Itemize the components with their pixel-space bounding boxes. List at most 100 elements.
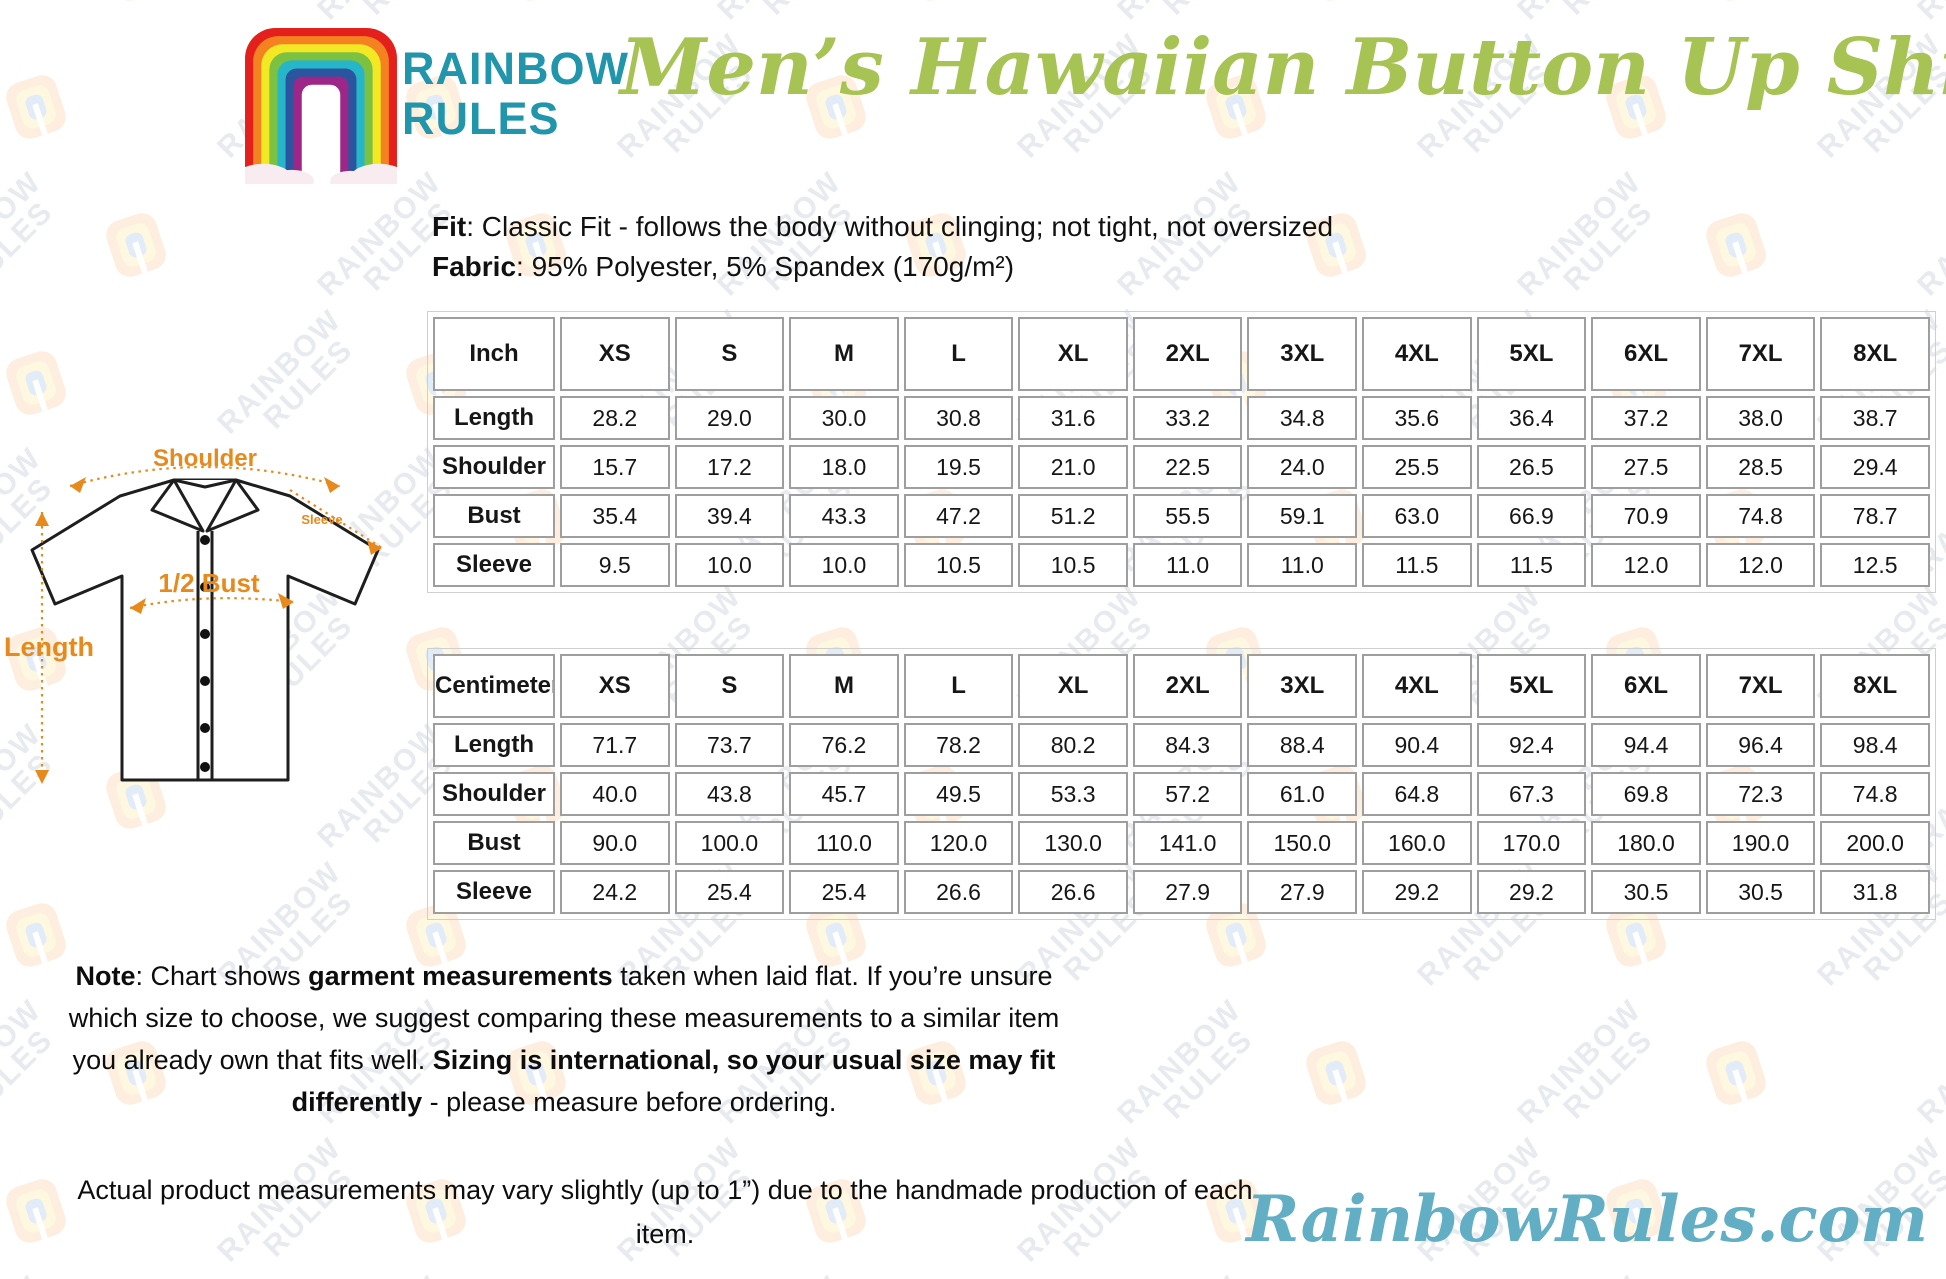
watermark-rainbow-icon [102,209,170,281]
value-cell: 12.0 [1591,543,1701,587]
value-cell: 66.9 [1476,494,1587,538]
value-cell: 92.4 [1476,723,1587,767]
unit-header-cell: Inch [433,317,555,391]
shoulder-measure-arrow [69,465,341,488]
value-cell: 25.5 [1362,445,1472,489]
value-cell: 11.5 [1362,543,1472,587]
size-table-row: Sleeve 24.2 25.4 25.4 26.6 26.6 27.9 27.9 29.2 29… [433,870,1930,914]
value-cell: 10.5 [903,543,1014,587]
value-cell: 36.4 [1476,396,1587,440]
value-cell: 27.5 [1591,445,1701,489]
value-cell: 26.6 [1018,870,1128,914]
row-label-cell: Sleeve [433,870,555,914]
value-cell: 29.0 [674,396,785,440]
size-header-cell: L [903,317,1014,391]
value-cell: 180.0 [1591,821,1701,865]
size-table-header-row: Centimeter XS S M L XL 2XL 3XL 4XL 5XL 6XL 7XL 8XL [433,654,1930,718]
value-cell: 10.0 [789,543,899,587]
size-header-cell: 8XL [1820,654,1930,718]
value-cell: 37.2 [1591,396,1701,440]
value-cell: 96.4 [1705,723,1816,767]
value-cell: 141.0 [1132,821,1243,865]
value-cell: 18.0 [789,445,899,489]
length-label: Length [4,632,94,662]
size-header-cell: 2XL [1132,317,1243,391]
watermark-rainbow-icon [102,0,170,5]
shirt-buttons-icon [200,535,210,772]
value-cell: 35.4 [560,494,670,538]
fit-text: : Classic Fit - follows the body without… [466,211,1334,242]
logo-line1: RAINBOW [402,43,629,94]
value-cell: 76.2 [789,723,899,767]
value-cell: 59.1 [1247,494,1358,538]
size-header-cell: 3XL [1247,654,1358,718]
watermark-rainbow-icon [2,347,70,419]
value-cell: 63.0 [1362,494,1472,538]
value-cell: 72.3 [1705,772,1816,816]
size-header-cell: M [789,654,899,718]
rainbow-rules-logo-icon [245,28,397,184]
size-header-cell: S [674,317,785,391]
note-segment: taken when laid flat. If you’re unsure w… [68,961,1060,1075]
value-cell: 27.9 [1247,870,1358,914]
value-cell: 24.2 [560,870,670,914]
size-header-cell: 4XL [1362,317,1472,391]
note-bold-segment: garment measurements [308,961,613,991]
value-cell: 64.8 [1362,772,1472,816]
bust-label: 1/2 Bust [158,568,259,598]
size-table-row: Length 28.2 29.0 30.0 30.8 31.6 33.2 34.8 35.6 36… [433,396,1930,440]
value-cell: 29.2 [1362,870,1472,914]
value-cell: 78.7 [1820,494,1930,538]
value-cell: 67.3 [1476,772,1587,816]
value-cell: 31.8 [1820,870,1930,914]
watermark-rainbow-icon [1702,209,1770,281]
size-header-cell: 6XL [1591,654,1701,718]
size-header-cell: L [903,654,1014,718]
value-cell: 74.8 [1705,494,1816,538]
value-cell: 150.0 [1247,821,1358,865]
value-cell: 94.4 [1591,723,1701,767]
value-cell: 53.3 [1018,772,1128,816]
size-header-cell: 5XL [1476,654,1587,718]
value-cell: 88.4 [1247,723,1358,767]
value-cell: 43.8 [674,772,785,816]
row-label-cell: Length [433,396,555,440]
value-cell: 12.5 [1820,543,1930,587]
value-cell: 27.9 [1132,870,1243,914]
value-cell: 40.0 [560,772,670,816]
size-header-cell: XS [560,317,670,391]
value-cell: 30.8 [903,396,1014,440]
fabric-text: : 95% Polyester, 5% Spandex (170g/m²) [516,251,1015,282]
value-cell: 19.5 [903,445,1014,489]
watermark-rainbow-icon [1302,0,1370,5]
size-header-cell: 4XL [1362,654,1472,718]
note-bold-segment: Sizing is international, so your usual s… [291,1045,1056,1117]
value-cell: 47.2 [903,494,1014,538]
website-wordmark: RainbowRules.com [1246,1182,1928,1257]
note-segment: : Chart shows [135,961,309,991]
value-cell: 29.4 [1820,445,1930,489]
value-cell: 26.5 [1476,445,1587,489]
value-cell: 10.5 [1018,543,1128,587]
value-cell: 43.3 [789,494,899,538]
value-cell: 49.5 [903,772,1014,816]
size-header-cell: 2XL [1132,654,1243,718]
value-cell: 34.8 [1247,396,1358,440]
note-text: Note: Chart shows garment measurements t… [68,955,1060,1123]
watermark-rainbow-icon [1702,1037,1770,1109]
row-label-cell: Length [433,723,555,767]
logo-line2: RULES [402,93,560,144]
size-header-cell: XL [1018,317,1128,391]
note-bold-segment: Note [75,961,136,991]
shirt-measurement-diagram: Shoulder Sleeve 1/2 Bust Length [4,445,383,784]
size-table-inch: Inch XS S M L XL 2XL 3XL 4XL 5XL 6XL 7XL 8XL Length 28… [428,312,1935,592]
value-cell: 90.4 [1362,723,1472,767]
row-label-cell: Sleeve [433,543,555,587]
size-table-cm: Centimeter XS S M L XL 2XL 3XL 4XL 5XL 6XL 7XL 8XL Le… [428,649,1935,919]
value-cell: 45.7 [789,772,899,816]
